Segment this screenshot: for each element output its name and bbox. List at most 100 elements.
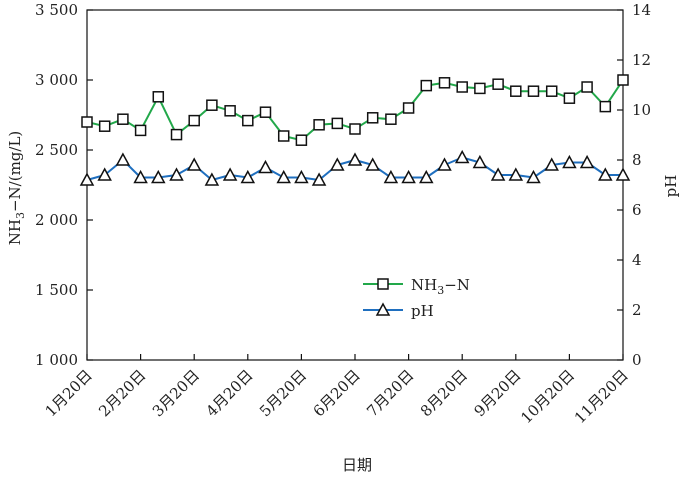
nh3n-point xyxy=(599,100,612,113)
ph-point xyxy=(615,167,631,181)
legend-nh3n-marker xyxy=(377,278,389,290)
nh3n-point xyxy=(295,134,308,146)
nh3n-point xyxy=(134,124,147,137)
x-tick-label: 11月20日 xyxy=(571,366,632,427)
x-tick-label: 2月20日 xyxy=(95,366,149,420)
ph-point xyxy=(598,167,613,181)
nh3n-point xyxy=(402,102,415,114)
ph-point xyxy=(526,169,541,184)
y-right-tick-label: 14 xyxy=(632,1,651,19)
ph-point xyxy=(562,154,577,169)
legend-nh3n-label: NH3−N xyxy=(411,276,470,297)
x-tick-label: 4月20日 xyxy=(202,366,256,420)
y-right-tick-label: 12 xyxy=(632,51,651,69)
y-left-tick-label: 2 500 xyxy=(35,141,78,159)
ph-point xyxy=(472,154,488,169)
nh3n-point xyxy=(81,116,93,128)
ph-point xyxy=(222,167,238,181)
ph-point xyxy=(383,169,399,184)
ph-point xyxy=(437,157,452,171)
nh3n-point xyxy=(545,85,558,97)
ph-point xyxy=(454,149,470,164)
nh3n-point xyxy=(510,85,522,97)
ph-point xyxy=(419,169,434,184)
ph-point xyxy=(79,172,95,186)
ph-point xyxy=(276,169,291,184)
x-axis-ticks: 1月20日 2月20日 3月20日 4月20日 5月20日 6月20日 7月20日 8月20日… xyxy=(42,354,632,427)
ph-point xyxy=(240,169,256,184)
nh3n-point xyxy=(366,112,379,124)
ph-point xyxy=(347,152,363,166)
y-axis-right-title: pH xyxy=(662,175,680,198)
x-axis-title: 日期 xyxy=(342,456,372,474)
ph-point xyxy=(330,157,345,171)
nh3n-point xyxy=(152,91,165,103)
ph-point xyxy=(365,157,380,171)
y-right-tick-label: 0 xyxy=(632,351,642,369)
ph-point xyxy=(401,169,416,184)
nh3n-point xyxy=(206,99,218,111)
ph-point xyxy=(115,152,131,166)
nh3n-point xyxy=(385,113,397,125)
ph-point xyxy=(204,172,220,186)
nh3n-point xyxy=(492,78,504,90)
ph-point xyxy=(133,169,148,184)
nh3n-point xyxy=(438,77,451,89)
plot-border xyxy=(86,9,624,361)
nh3n-point xyxy=(474,82,486,95)
x-tick-label: 6月20日 xyxy=(310,366,364,420)
x-tick-label: 10月20日 xyxy=(517,366,578,427)
nh3n-point xyxy=(117,113,129,125)
nh3n-point xyxy=(331,117,344,130)
ph-point xyxy=(151,169,166,184)
x-tick-label: 8月20日 xyxy=(417,366,471,420)
y-right-tick-label: 6 xyxy=(632,201,642,219)
nh3n-point xyxy=(617,74,629,86)
ph-point xyxy=(311,172,327,186)
nh3n-point xyxy=(277,130,290,142)
x-tick-label: 3月20日 xyxy=(149,366,203,420)
ph-point xyxy=(508,167,524,181)
ph-point xyxy=(544,157,559,171)
legend-ph-label: pH xyxy=(411,302,434,320)
nh3n-point xyxy=(313,119,325,131)
nh3n-point xyxy=(224,105,236,117)
y-right-tick-label: 10 xyxy=(632,101,651,119)
right-axis-ticks: 0 2 4 6 8 10 12 14 xyxy=(617,1,651,369)
x-tick-label: 9月20日 xyxy=(470,366,524,420)
y-left-tick-label: 1 000 xyxy=(35,351,78,369)
y-left-tick-label: 2 000 xyxy=(35,211,78,229)
nh3n-point xyxy=(259,106,272,118)
x-tick-label: 5月20日 xyxy=(256,366,310,420)
ph-point xyxy=(490,167,506,181)
legend: NH3−N pH xyxy=(363,276,470,320)
nh3n-point xyxy=(349,123,361,135)
nh3n-point xyxy=(581,81,593,93)
ph-point xyxy=(97,167,112,181)
ph-point xyxy=(258,159,273,174)
nh3n-point xyxy=(563,92,576,104)
y-left-tick-label: 3 000 xyxy=(35,71,78,89)
y-left-tick-label: 3 500 xyxy=(35,1,78,19)
ph-point xyxy=(169,167,184,181)
series-ph xyxy=(79,149,631,186)
nh3n-point xyxy=(188,114,200,127)
left-axis-ticks: 1 000 1 500 2 000 2 500 3 000 3 500 xyxy=(35,1,93,369)
y-right-tick-label: 8 xyxy=(632,151,642,169)
x-tick-label: 7月20日 xyxy=(363,366,417,420)
nh3n-point xyxy=(420,79,433,92)
y-axis-left-title: NH3−N/(mg/L) xyxy=(6,131,27,246)
ph-point xyxy=(186,157,202,171)
nh3n-point xyxy=(527,85,540,97)
y-right-tick-label: 2 xyxy=(632,301,642,319)
nh3n-point xyxy=(242,114,254,127)
nh3n-point xyxy=(456,81,468,93)
nh3n-point xyxy=(98,120,111,132)
series-nh3n xyxy=(81,74,629,146)
x-tick-label: 1月20日 xyxy=(42,366,96,420)
y-left-tick-label: 1 500 xyxy=(35,281,78,299)
y-right-tick-label: 4 xyxy=(632,251,642,269)
legend-ph-marker xyxy=(375,302,391,316)
plot-frame xyxy=(86,9,624,361)
ph-point xyxy=(579,154,595,169)
